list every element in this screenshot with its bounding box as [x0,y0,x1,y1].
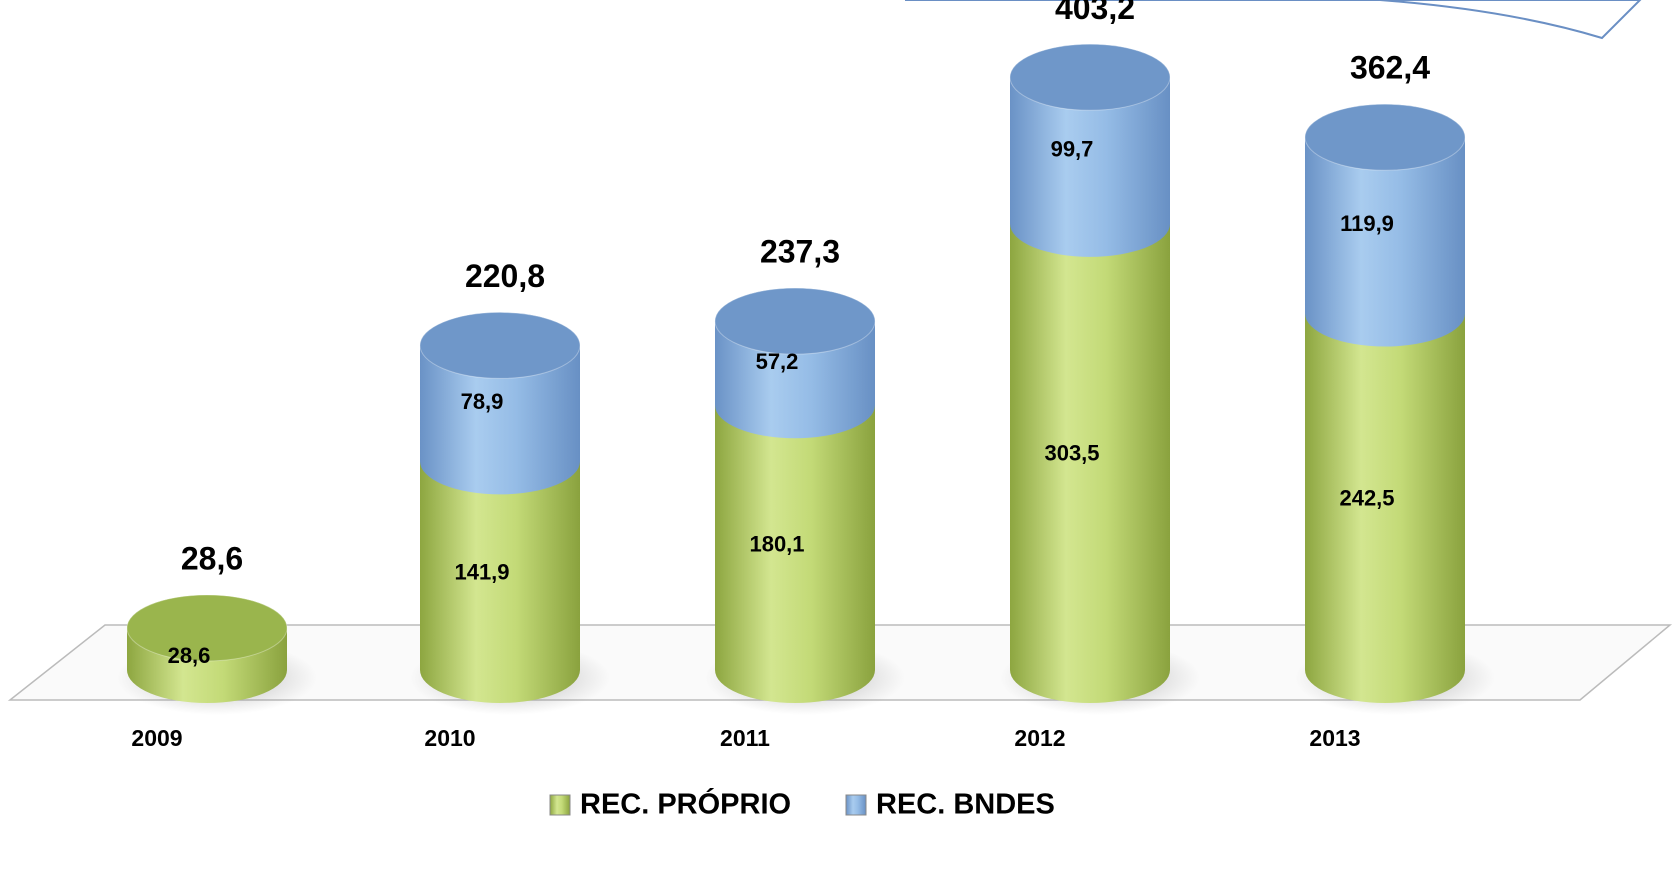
legend-label: REC. BNDES [876,789,1055,821]
cylinder-segment [715,372,875,703]
cylinder-segment [1010,190,1170,704]
legend-swatch [549,794,571,816]
legend-swatch [845,794,867,816]
x-tick-label: 2010 [424,725,475,751]
cylinder-top [714,287,876,355]
total-label: 28,6 [181,540,243,576]
cylinder-segment [1305,280,1465,703]
x-tick-label: 2012 [1014,725,1065,751]
value-label: 57,2 [756,349,799,374]
x-tick-label: 2013 [1309,725,1360,751]
value-label: 303,5 [1044,441,1099,466]
value-label: 141,9 [454,560,509,585]
cylinder-top [1304,103,1466,171]
value-label: 99,7 [1051,136,1094,161]
total-label: 237,3 [760,234,840,270]
cylinder-top [419,311,581,379]
x-tick-label: 2009 [131,725,182,751]
cylinder-top [126,594,288,662]
value-label: 180,1 [749,531,804,556]
cylinder-segment [420,428,580,703]
x-tick-label: 2011 [720,725,770,751]
total-label: 403,2 [1055,0,1135,26]
total-label: 220,8 [465,258,545,294]
total-label: 362,4 [1350,50,1430,86]
value-label: 78,9 [461,389,504,414]
value-label: 119,9 [1340,211,1394,236]
value-label: 28,6 [168,643,211,668]
legend-label: REC. PRÓPRIO [580,787,791,821]
decoration [905,0,1642,40]
value-label: 242,5 [1339,486,1394,511]
cylinder-top [1009,43,1171,111]
